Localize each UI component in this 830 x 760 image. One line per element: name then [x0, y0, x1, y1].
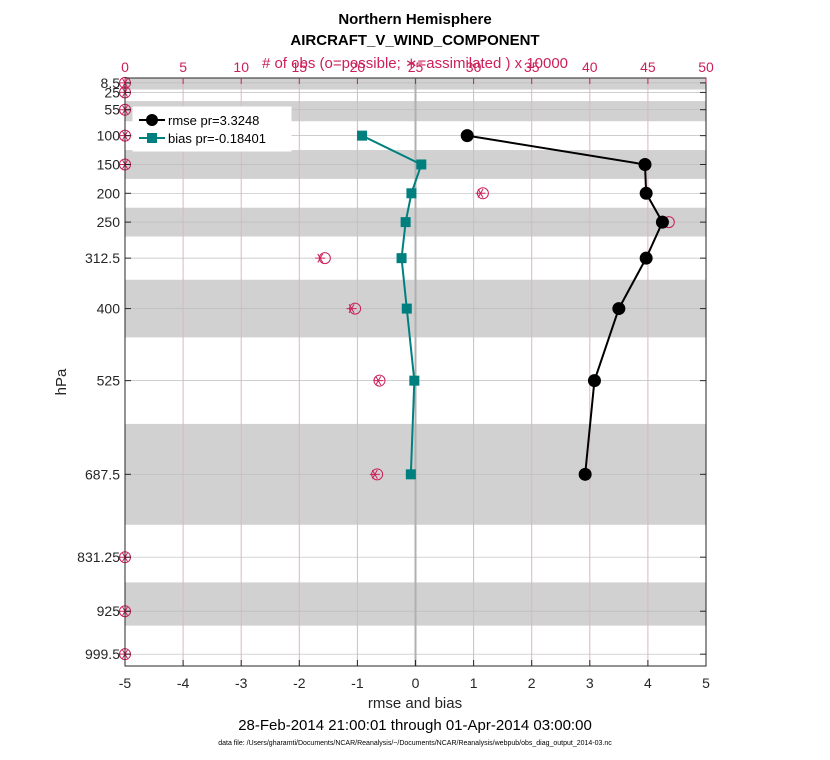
- x-tick-label: -1: [351, 675, 364, 691]
- date-range: 28-Feb-2014 21:00:01 through 01-Apr-2014…: [238, 717, 592, 734]
- bias-marker: [416, 159, 427, 170]
- y-tick-label: 999.5: [85, 646, 120, 662]
- bias-marker: [357, 130, 368, 141]
- top-tick-label: 0: [121, 59, 129, 75]
- x-tick-label: -2: [293, 675, 306, 691]
- obs-assimilated-marker: [346, 304, 357, 314]
- rmse-marker: [639, 186, 653, 200]
- bias-marker: [400, 217, 411, 228]
- x-tick-label: -4: [177, 675, 190, 691]
- bias-marker: [409, 375, 420, 386]
- top-tick-label: 25: [408, 59, 424, 75]
- x-tick-label: 3: [586, 675, 594, 691]
- top-tick-label: 20: [350, 59, 366, 75]
- x-tick-label: 1: [470, 675, 478, 691]
- y-tick-label: 525: [97, 373, 121, 389]
- y-tick-label: 8.5: [101, 75, 121, 91]
- data-series: [357, 129, 669, 481]
- y-tick-label: 400: [97, 301, 121, 317]
- top-tick-label: 5: [179, 59, 187, 75]
- axis-ticks: 0 5 10 15 20 25 30 35 40 45 508.525551001502002503…: [77, 59, 714, 691]
- top-tick-label: 40: [582, 59, 598, 75]
- obs-assimilated-marker: [369, 469, 380, 479]
- rmse-marker: [578, 467, 592, 481]
- x-tick-label: 5: [702, 675, 710, 691]
- y-tick-label: 100: [97, 128, 121, 144]
- y-tick-label: 925: [97, 603, 121, 619]
- legend-rmse-marker: [146, 114, 158, 126]
- obs-assimilated-marker: [475, 188, 486, 198]
- x-tick-label: -3: [235, 675, 248, 691]
- bias-marker: [405, 469, 416, 480]
- y-tick-label: 150: [97, 156, 121, 172]
- x-tick-label: -5: [119, 675, 132, 691]
- chart-subtitle: AIRCRAFT_V_WIND_COMPONENT: [290, 32, 539, 49]
- legend-bias-label: bias pr=-0.18401: [168, 131, 266, 146]
- rmse-marker: [460, 129, 474, 143]
- top-tick-label: 35: [524, 59, 540, 75]
- rmse-marker: [655, 215, 669, 229]
- top-tick-label: 10: [233, 59, 249, 75]
- top-tick-label: 15: [292, 59, 308, 75]
- top-tick-label: 45: [640, 59, 656, 75]
- x-tick-label: 0: [412, 675, 420, 691]
- top-axis-label: # of obs (o=possible; ∗=assimilated ) x …: [262, 55, 568, 72]
- legend-bias-marker: [147, 133, 157, 143]
- bias-marker: [401, 303, 412, 314]
- rmse-marker: [638, 157, 652, 171]
- chart-title: Northern Hemisphere: [338, 11, 491, 28]
- bias-marker: [406, 188, 417, 199]
- y-tick-label: 687.5: [85, 466, 120, 482]
- rmse-marker: [612, 302, 626, 316]
- y-tick-label: 312.5: [85, 250, 120, 266]
- obs-assimilated-marker: [315, 253, 326, 263]
- top-tick-label: 30: [466, 59, 482, 75]
- bias-marker: [396, 253, 407, 264]
- y-tick-label: 55: [104, 102, 120, 118]
- y-tick-label: 200: [97, 185, 121, 201]
- rmse-marker: [639, 251, 653, 265]
- y-tick-label: 831.25: [77, 549, 120, 565]
- x-axis-label: rmse and bias: [368, 695, 462, 712]
- footnote: data file: /Users/gharamti/Documents/NCA…: [218, 740, 612, 747]
- y-tick-label: 25: [104, 84, 120, 100]
- x-tick-label: 4: [644, 675, 652, 691]
- y-axis-label: hPa: [53, 368, 70, 395]
- legend-box: [132, 106, 292, 152]
- legend: rmse pr=3.3248 bias pr=-0.18401: [132, 106, 292, 152]
- legend-rmse-label: rmse pr=3.3248: [168, 113, 259, 128]
- rmse-marker: [587, 374, 601, 388]
- y-tick-label: 250: [97, 214, 121, 230]
- x-tick-label: 2: [528, 675, 536, 691]
- top-tick-label: 50: [698, 59, 714, 75]
- obs-assimilated-marker: [373, 376, 384, 386]
